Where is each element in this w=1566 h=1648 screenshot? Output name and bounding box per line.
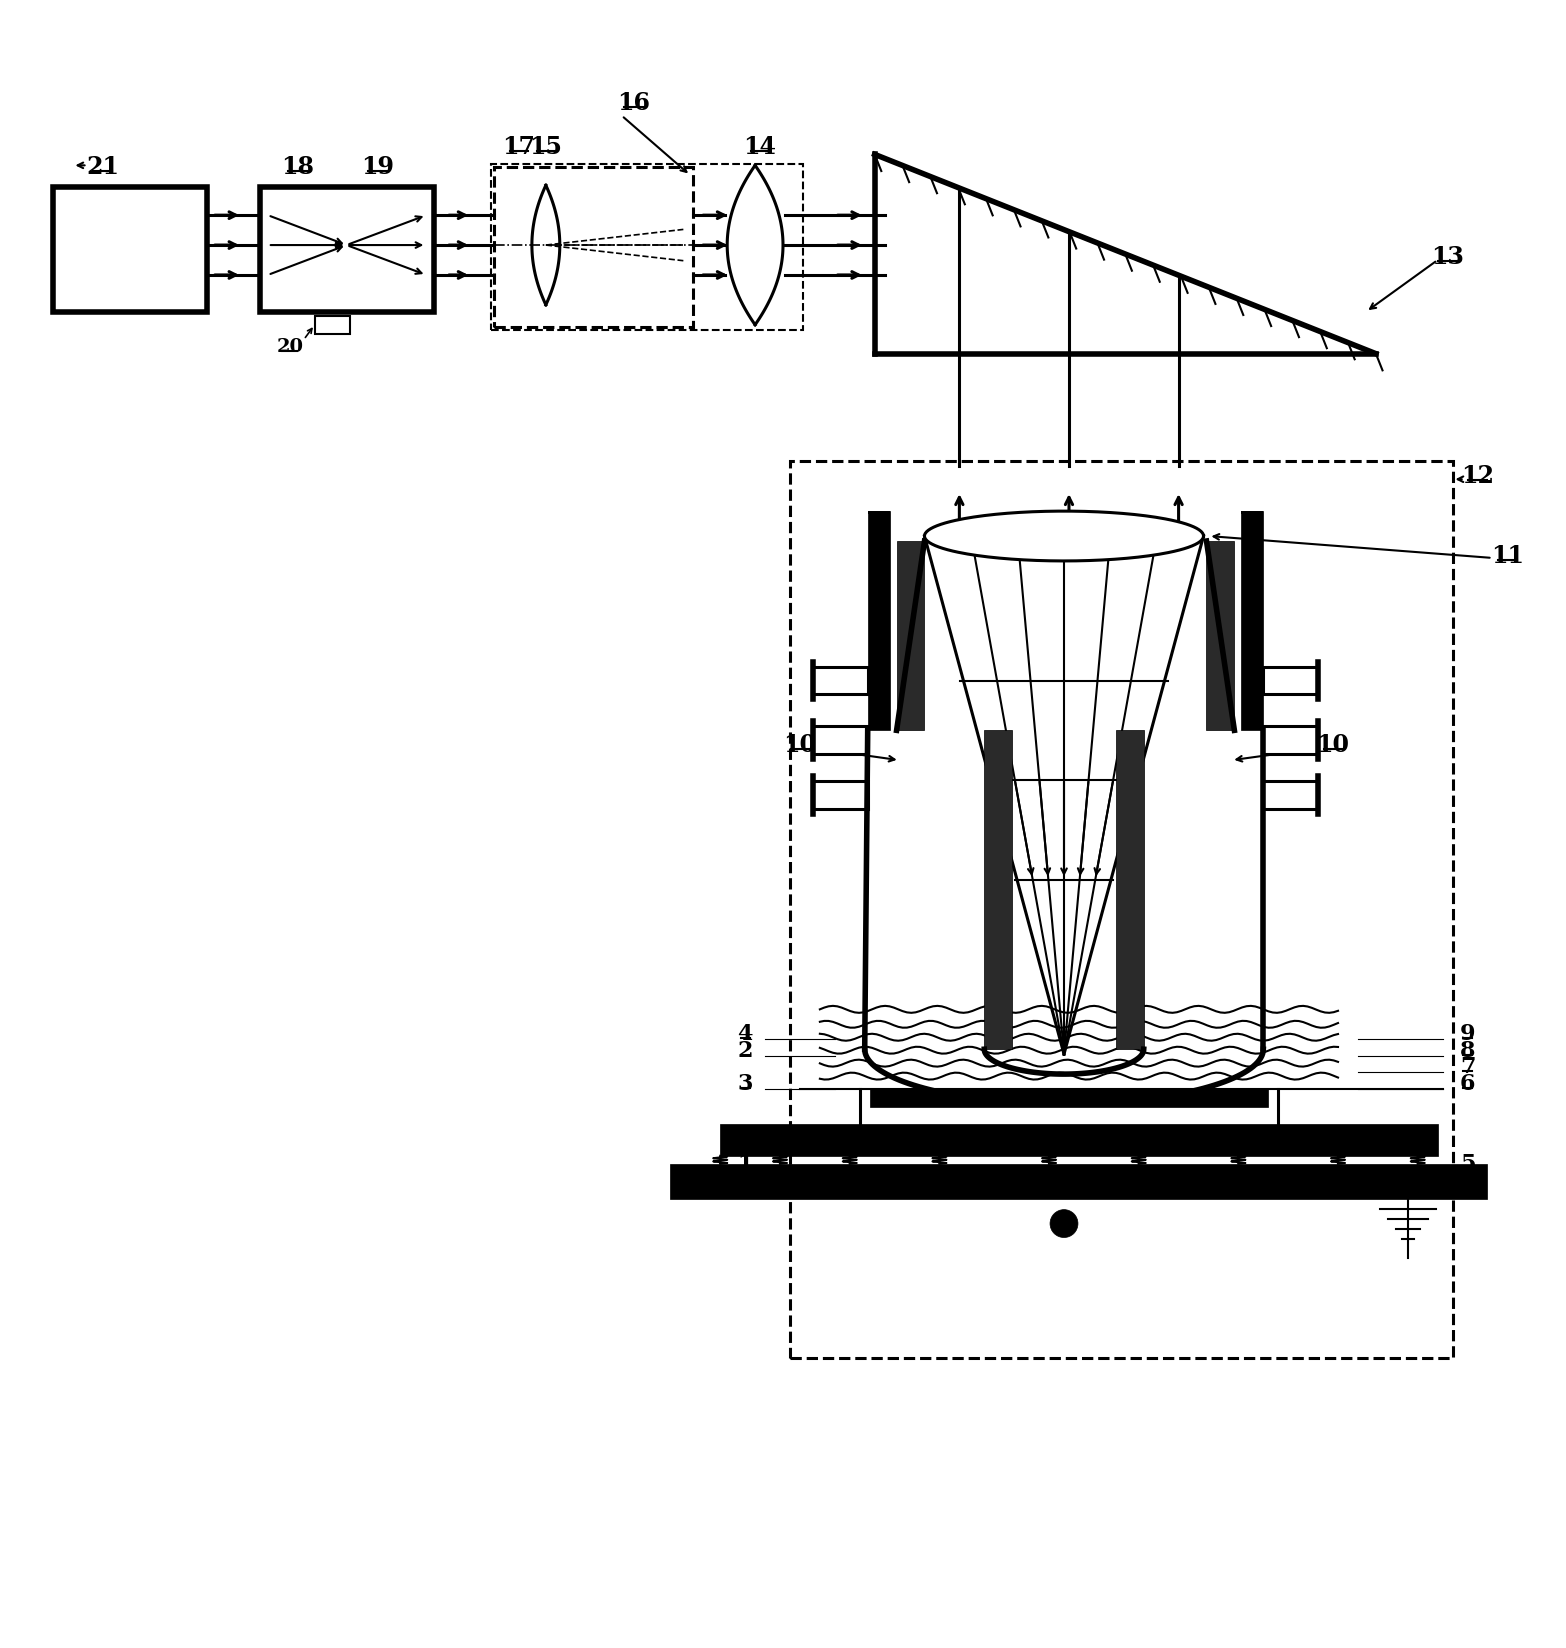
Text: 6: 6 [1460, 1073, 1475, 1094]
Bar [869, 1089, 1268, 1107]
Bar [868, 511, 889, 730]
Bar [813, 727, 868, 755]
Bar [1264, 781, 1319, 809]
Text: 10: 10 [1317, 733, 1350, 758]
Text: 10: 10 [783, 733, 816, 758]
Bar [492, 165, 803, 330]
Bar [670, 1163, 1488, 1198]
Text: 1: 1 [738, 1154, 753, 1175]
Text: 18: 18 [282, 155, 315, 180]
Bar [260, 188, 434, 311]
Text: 7: 7 [1460, 1056, 1475, 1078]
Polygon shape [924, 511, 1204, 560]
Text: 5: 5 [1460, 1154, 1475, 1175]
Text: 21: 21 [86, 155, 119, 180]
Text: 9: 9 [1460, 1023, 1475, 1045]
Bar [1242, 511, 1264, 730]
Text: 3: 3 [738, 1073, 753, 1094]
Text: 8: 8 [1460, 1040, 1475, 1063]
Text: 14: 14 [744, 135, 777, 160]
Text: 20: 20 [276, 338, 304, 356]
Text: 15: 15 [529, 135, 562, 160]
Bar [813, 666, 868, 694]
Bar [53, 188, 207, 311]
Text: 11: 11 [1491, 544, 1524, 569]
Bar [1117, 730, 1143, 1050]
Bar [493, 168, 694, 326]
Text: 17: 17 [503, 135, 536, 160]
Text: 12: 12 [1461, 465, 1494, 488]
Text: 16: 16 [617, 91, 650, 115]
Bar [985, 730, 1012, 1050]
Text: 19: 19 [360, 155, 395, 180]
Bar [1264, 666, 1319, 694]
Text: 13: 13 [1431, 246, 1464, 269]
Bar [720, 1124, 1438, 1155]
Bar [1242, 511, 1264, 514]
Bar [897, 541, 924, 730]
Bar [1206, 541, 1234, 730]
Bar [315, 316, 349, 335]
Polygon shape [727, 165, 783, 325]
Bar [813, 781, 868, 809]
Bar [868, 511, 889, 514]
Bar [789, 461, 1453, 1358]
Text: 4: 4 [738, 1023, 753, 1045]
Bar [1264, 727, 1319, 755]
Text: 2: 2 [738, 1040, 753, 1063]
Circle shape [1051, 1210, 1077, 1238]
